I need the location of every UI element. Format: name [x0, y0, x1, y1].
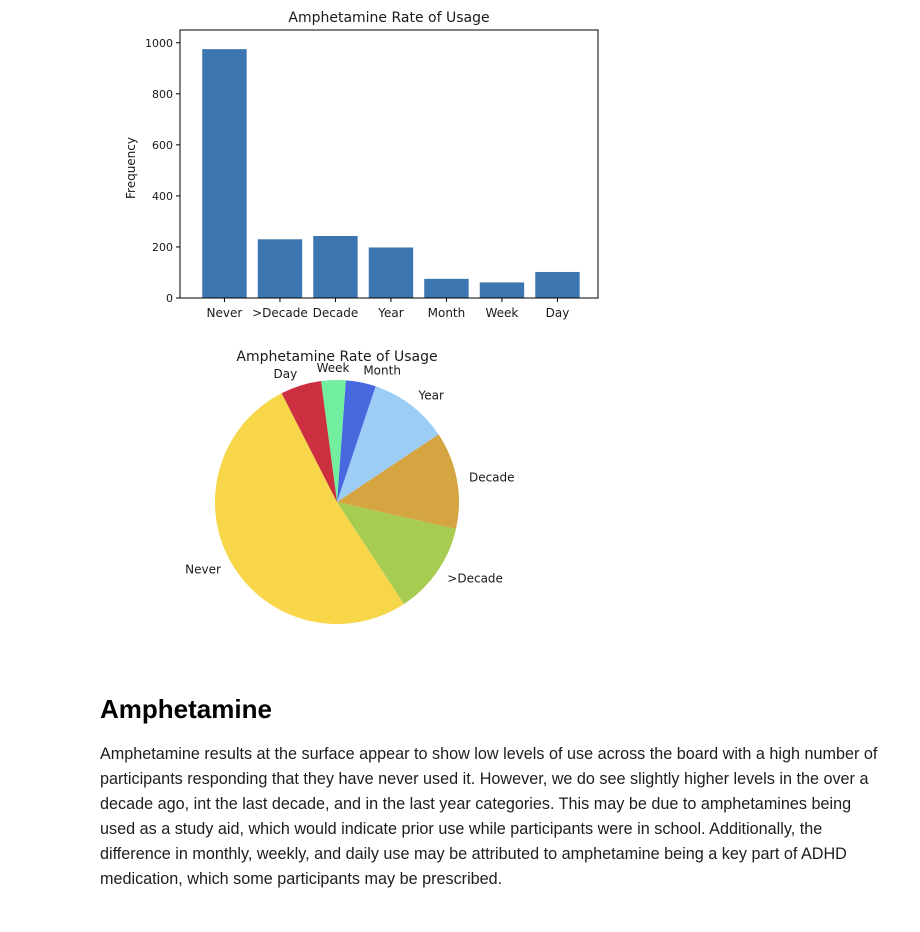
bar-week: [479, 282, 525, 298]
bar-chart-title: Amphetamine Rate of Usage: [288, 10, 489, 26]
y-tick-label-400: 400: [152, 190, 173, 203]
section-paragraph: Amphetamine results at the surface appea…: [100, 745, 878, 888]
slice-never: [214, 393, 404, 624]
slice-label-week: Week: [317, 361, 350, 375]
plot-frame: [179, 29, 599, 299]
y-tick-label-600: 600: [152, 139, 173, 152]
bar-decade: [313, 235, 358, 298]
x-axis-ticks: Never >Decade Decade Year Month Week Day: [207, 298, 570, 320]
pie-chart-title: Amphetamine Rate of Usage: [236, 349, 437, 365]
bar-chart: Amphetamine Rate of Usage Frequency 0 200…: [124, 10, 599, 320]
y-tick-label-800: 800: [152, 88, 173, 101]
slice-year: [337, 386, 439, 502]
x-tick-label-over-decade: >Decade: [252, 306, 308, 320]
bar-never: [202, 49, 247, 299]
bar-month: [424, 278, 469, 298]
slice-label-year: Year: [418, 388, 444, 402]
bar-series: [202, 49, 580, 299]
slice-day: [281, 381, 337, 502]
x-tick-label-year: Year: [377, 306, 403, 320]
x-tick-label-month: Month: [428, 306, 466, 320]
pie-slices: [214, 380, 459, 624]
section-heading: Amphetamine: [100, 694, 272, 724]
x-tick-label-day: Day: [546, 306, 570, 320]
slice-month: [337, 380, 376, 502]
bar-chart-y-axis-label: Frequency: [124, 137, 138, 199]
bar-over-decade: [257, 239, 303, 298]
y-tick-label-0: 0: [166, 292, 173, 305]
x-tick-label-decade: Decade: [313, 306, 359, 320]
bar-year: [368, 247, 414, 298]
slice-label-day: Day: [273, 367, 297, 381]
y-tick-label-1000: 1000: [145, 37, 173, 50]
y-axis-ticks: 0 200 400 600 800 1000: [145, 37, 180, 305]
pie-chart: Amphetamine Rate of Usage Never >Decade De…: [185, 349, 515, 624]
slice-label-month: Month: [363, 363, 401, 377]
slice-week: [321, 380, 346, 502]
slice-over-decade: [337, 502, 456, 604]
slice-decade: [337, 434, 459, 529]
x-tick-label-never: Never: [207, 306, 243, 320]
bar-day: [535, 271, 580, 298]
slice-label-over-decade: >Decade: [447, 571, 503, 585]
pie-labels: Never >Decade Decade Year Month Week Day: [185, 361, 514, 586]
slice-label-decade: Decade: [469, 471, 515, 485]
y-tick-label-200: 200: [152, 241, 173, 254]
x-tick-label-week: Week: [486, 306, 519, 320]
slice-label-never: Never: [185, 562, 221, 576]
